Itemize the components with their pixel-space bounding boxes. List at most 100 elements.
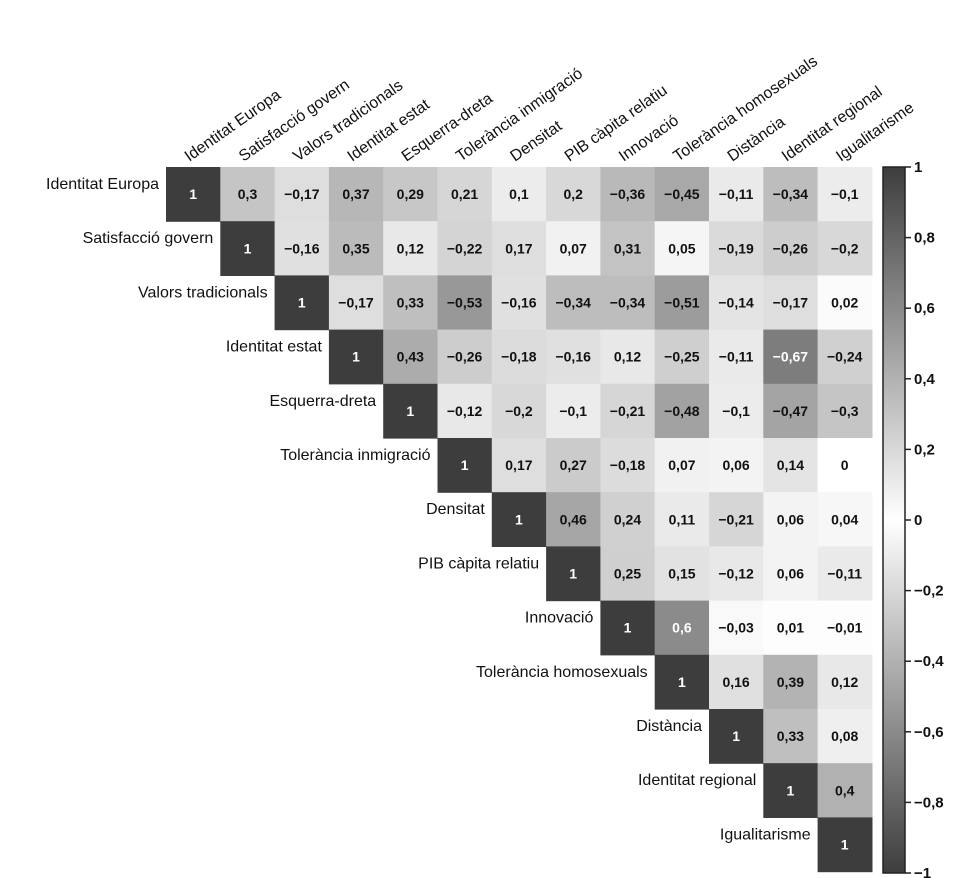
cell-value-label: 0,12 — [614, 349, 641, 365]
cell-value-label: −0,25 — [664, 349, 700, 365]
heatmap-cell — [763, 438, 819, 493]
heatmap-cell — [600, 546, 656, 602]
cell-value-label: 0,17 — [505, 240, 532, 256]
heatmap-cell — [817, 221, 873, 276]
cell-value-label: −0,1 — [559, 403, 587, 419]
cell-value-label: −0,16 — [284, 240, 320, 256]
cell-value-label: 0,12 — [831, 674, 858, 690]
heatmap-cell — [763, 492, 819, 547]
heatmap-cell — [709, 383, 764, 439]
cell-value-label: −0,21 — [610, 403, 646, 419]
row-label: Esquerra-dreta — [269, 393, 376, 410]
heatmap-cell — [600, 221, 656, 276]
heatmap-cell — [763, 167, 819, 222]
cell-value-label: −0,11 — [719, 349, 754, 365]
heatmap-cell — [763, 383, 819, 439]
heatmap-cell — [383, 221, 439, 276]
cell-value-label: 0,07 — [668, 457, 695, 473]
row-label: Distància — [636, 718, 702, 735]
cell-value-label: −0,12 — [718, 566, 754, 582]
cell-value-label: 1 — [244, 240, 252, 256]
heatmap-cell — [709, 600, 764, 656]
heatmap-cell — [763, 709, 819, 764]
heatmap-cell — [654, 654, 710, 710]
heatmap-cell — [817, 817, 873, 873]
cell-value-label: 0,04 — [831, 511, 858, 527]
heatmap-cell — [817, 383, 873, 439]
heatmap-cell — [437, 221, 493, 276]
colorbar-gradient — [882, 166, 906, 874]
cell-value-label: 0,4 — [835, 782, 855, 798]
cell-value-label: −0,01 — [827, 620, 863, 636]
cell-value-label: 1 — [298, 295, 306, 311]
cell-value-label: 0,39 — [777, 674, 804, 690]
row-label: Identitat estat — [226, 339, 323, 356]
heatmap-cell — [654, 438, 710, 493]
cell-value-label: −0,53 — [447, 295, 483, 311]
colorbar-tick-label: 0,4 — [914, 371, 936, 388]
cell-value-label: 0,3 — [238, 186, 258, 202]
cell-value-label: −0,16 — [555, 349, 591, 365]
row-label: PIB càpita relatiu — [418, 555, 539, 572]
cell-value-label: 0,15 — [668, 566, 695, 582]
cell-value-label: −0,03 — [718, 620, 754, 636]
row-label: Satisfacció govern — [83, 230, 214, 247]
heatmap-cell — [763, 275, 819, 331]
heatmap-cell — [817, 438, 873, 493]
cell-value-label: −0,34 — [773, 186, 809, 202]
row-label: Igualitarisme — [720, 826, 811, 843]
row-labels: Identitat Europa Satisfacció govern Valors… — [46, 176, 811, 843]
row-label: Identitat regional — [638, 772, 756, 789]
cell-value-label: −0,16 — [501, 295, 537, 311]
row-label: Valors tradicionals — [138, 284, 268, 301]
cell-value-label: −0,18 — [610, 457, 646, 473]
heatmap-cell — [817, 546, 873, 602]
heatmap-cell — [437, 275, 493, 331]
heatmap-cell — [763, 221, 819, 276]
cell-value-label: −0,19 — [718, 240, 754, 256]
heatmap-cell — [817, 275, 873, 331]
cell-value-label: 0,37 — [342, 186, 369, 202]
cell-value-label: −0,17 — [338, 295, 374, 311]
heatmap-cell — [491, 492, 547, 547]
cell-value-label: 0,24 — [614, 511, 641, 527]
column-label: Identitat regional — [779, 83, 886, 165]
cell-value-label: −0,2 — [831, 240, 859, 256]
cell-value-label: 0,06 — [777, 511, 804, 527]
colorbar-tick-label: −0,4 — [914, 653, 944, 670]
heatmap-cell — [383, 329, 439, 385]
cell-value-label: 0,07 — [560, 240, 587, 256]
heatmap-cell — [546, 167, 601, 222]
cell-value-label: −0,45 — [664, 186, 700, 202]
cell-value-label: 1 — [352, 349, 360, 365]
heatmap-cell — [546, 329, 601, 385]
row-label: Densitat — [426, 501, 485, 518]
heatmap-cells: 1 0,3 −0,17 0,37 0,29 0,21 0,1 0,2 −0,36 −0,45 −0,… — [166, 167, 873, 873]
heatmap-cell — [763, 763, 819, 818]
heatmap-cell — [546, 492, 601, 547]
heatmap-cell — [763, 546, 819, 602]
cell-value-label: 0,14 — [777, 457, 804, 473]
cell-value-label: 0,16 — [722, 674, 749, 690]
heatmap-cell — [491, 275, 547, 331]
cell-value-label: 0,33 — [777, 728, 804, 744]
heatmap-cell — [220, 221, 276, 276]
cell-value-label: 0,02 — [831, 295, 858, 311]
cell-value-label: 0,17 — [505, 457, 532, 473]
cell-value-label: 0,01 — [777, 620, 804, 636]
heatmap-cell — [817, 763, 873, 818]
heatmap-cell — [328, 275, 384, 331]
heatmap-cell — [709, 221, 764, 276]
row-label: Tolerància inmigració — [280, 447, 430, 464]
cell-value-label: 0,12 — [397, 240, 424, 256]
row-label: Innovació — [525, 610, 594, 627]
heatmap-cell — [654, 383, 710, 439]
heatmap-cell — [709, 654, 764, 710]
heatmap-cell — [220, 167, 276, 222]
heatmap-cell — [166, 167, 221, 222]
heatmap-cell — [437, 438, 493, 493]
cell-value-label: 0,27 — [560, 457, 587, 473]
cell-value-label: 0,6 — [672, 620, 692, 636]
heatmap-cell — [491, 221, 547, 276]
